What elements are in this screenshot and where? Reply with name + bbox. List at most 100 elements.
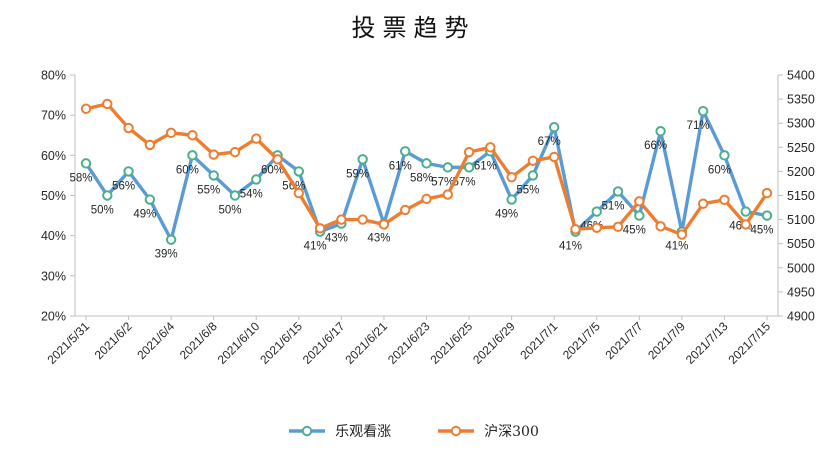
bullish-marker	[655, 126, 666, 137]
bullish-marker	[123, 166, 134, 177]
bullish-data-label: 58%	[410, 172, 433, 184]
y-axis-left-tick-label: 30%	[41, 269, 66, 283]
bullish-data-label: 49%	[495, 209, 518, 221]
csi300-marker	[421, 193, 432, 205]
legend-item-csi300[interactable]: 沪深300	[437, 421, 539, 441]
csi300-marker	[165, 127, 177, 139]
bullish-data-label: 55%	[197, 184, 220, 196]
bullish-data-label: 71%	[687, 120, 710, 132]
y-axis-right-tick-label: 5350	[787, 93, 815, 107]
bullish-marker	[761, 210, 773, 221]
bullish-data-label: 61%	[389, 160, 412, 172]
bullish-marker	[506, 194, 517, 205]
csi300-marker	[548, 151, 560, 163]
y-axis-left-tick-label: 80%	[41, 69, 66, 83]
csi300-marker	[357, 214, 368, 225]
y-axis-left-tick-label: 60%	[41, 149, 66, 163]
csi300-marker	[442, 189, 453, 200]
bullish-data-label: 59%	[346, 168, 369, 180]
bullish-data-label: 54%	[240, 188, 263, 200]
bullish-marker	[421, 158, 432, 169]
legend-swatch-bullish	[289, 425, 326, 437]
x-axis-tick-label: 2021/7/5	[560, 319, 603, 362]
bullish-marker	[697, 105, 709, 117]
bullish-marker	[102, 190, 113, 201]
bullish-data-label: 41%	[665, 241, 688, 253]
y-axis-right-tick-label: 4900	[787, 310, 815, 324]
csi300-marker	[463, 146, 475, 158]
bullish-marker	[548, 122, 560, 133]
y-axis-right-tick-label: 5200	[787, 165, 815, 179]
y-axis-left: 80% 70% 60% 50% 40% 30% 20%	[41, 69, 76, 324]
bullish-data-label: 41%	[304, 241, 327, 253]
bullish-data-label: 60%	[708, 164, 731, 176]
bullish-marker	[740, 206, 751, 217]
bullish-data-label: 39%	[155, 249, 178, 261]
chart-title: 投票趋势	[351, 14, 476, 42]
bullish-data-label: 43%	[325, 233, 348, 245]
csi300-marker	[314, 223, 326, 234]
bullish-data-label: 56%	[112, 180, 135, 192]
bullish-marker	[463, 162, 475, 173]
x-axis-tick-label: 2021/6/23	[385, 319, 433, 367]
bullish-marker	[80, 158, 92, 169]
y-axis-right-tick-label: 5150	[787, 189, 815, 203]
bullish-marker	[591, 206, 602, 217]
legend-marker-bullish-icon	[301, 425, 313, 437]
x-axis-tick-label: 2021/6/10	[215, 319, 263, 367]
csi300-marker	[591, 222, 602, 233]
bullish-data-label: 67%	[538, 136, 561, 148]
csi300-marker	[485, 142, 496, 153]
csi300-marker	[676, 229, 688, 240]
csi300-marker	[634, 196, 645, 207]
bullish-marker	[634, 210, 645, 221]
csi300-marker	[102, 98, 113, 110]
bullish-marker	[229, 190, 241, 201]
csi300-marker	[719, 194, 730, 206]
y-axis-right-tick-label: 5050	[787, 237, 815, 251]
x-axis-tick-label: 2021/7/7	[602, 319, 645, 362]
csi300-marker	[251, 133, 262, 144]
y-axis-right: 5400 5350 5300 5250 5200 5150 5100 5050 5000 4950…	[777, 69, 815, 324]
legend-swatch-csi300	[438, 425, 475, 437]
bullish-marker	[293, 166, 305, 177]
csi300-marker	[80, 103, 92, 114]
y-axis-left-tick-label: 20%	[41, 310, 66, 324]
csi300-marker	[378, 219, 390, 230]
y-axis-right-tick-label: 5400	[787, 69, 815, 83]
x-axis-tick-label: 2021/7/13	[683, 319, 731, 367]
legend-label-bullish: 乐观看涨	[335, 424, 392, 440]
x-axis-tick-label: 2021/5/31	[44, 319, 92, 367]
bullish-marker	[442, 162, 453, 173]
bullish-data-label: 41%	[559, 241, 582, 253]
x-axis-tick-label: 2021/6/21	[342, 319, 390, 367]
csi300-marker	[761, 187, 773, 199]
csi300-marker	[336, 214, 347, 225]
bullish-marker	[357, 154, 368, 165]
bullish-data-label: 49%	[133, 209, 156, 221]
bullish-marker	[251, 174, 262, 185]
csi300-marker	[123, 122, 134, 134]
bullish-marker	[208, 170, 219, 181]
legend-item-bullish[interactable]: 乐观看涨	[288, 421, 391, 441]
y-axis-left-tick-label: 50%	[41, 189, 66, 203]
x-axis-tick-label: 2021/6/15	[257, 319, 305, 367]
csi300-marker	[612, 221, 624, 233]
bullish-data-label: 60%	[261, 164, 284, 176]
bullish-data-label: 58%	[69, 172, 92, 184]
csi300-marker	[506, 171, 517, 183]
x-axis-tick-label: 2021/6/29	[470, 319, 518, 367]
csi300-marker	[272, 154, 283, 165]
chart-legend: 乐观看涨 沪深300	[0, 421, 827, 441]
y-axis-right-tick-label: 5250	[787, 141, 815, 155]
csi300-marker	[697, 198, 709, 209]
x-axis-tick-label: 2021/6/2	[92, 319, 135, 362]
bullish-data-label: 61%	[474, 160, 497, 172]
bullish-data-label: 45%	[750, 225, 773, 237]
x-axis-tick-label: 2021/7/15	[725, 319, 773, 367]
y-axis-left-tick-label: 70%	[41, 109, 66, 123]
bullish-data-label: 51%	[602, 200, 625, 212]
csi300-marker	[570, 224, 581, 235]
